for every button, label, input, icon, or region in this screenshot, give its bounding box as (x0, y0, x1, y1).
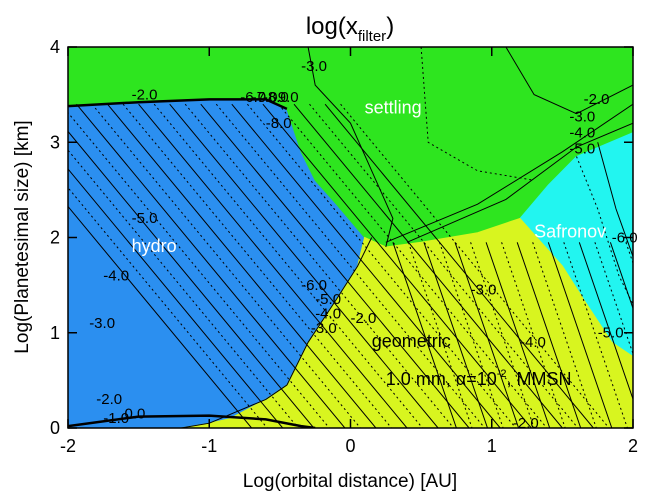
x-axis-title: Log(orbital distance) [AU] (243, 471, 457, 492)
contour-label: -6.0 (301, 277, 327, 294)
contour-label: -8.0 (266, 115, 292, 132)
contour-line (324, 103, 594, 428)
region-label-hydro: hydro (132, 236, 177, 256)
contour-label: -3.0 (301, 58, 327, 75)
contour-label: -5.0 (315, 291, 341, 308)
x-tick-label: -1 (201, 436, 217, 456)
contour-line (76, 103, 346, 428)
annotation-alpha: α=10 (456, 369, 497, 389)
contour-label: -2.0 (132, 86, 158, 103)
contour-line (406, 122, 633, 243)
annotation-exponent: -2 (497, 368, 507, 380)
contour-line (516, 242, 582, 428)
contour-line (505, 47, 633, 115)
contour-label: 0.0 (125, 406, 146, 423)
chart-title: log(xfilter) (306, 13, 394, 45)
contour-label: -2.0 (513, 415, 539, 432)
contour-label: -2.0 (351, 310, 377, 327)
x-tick-label: 0 (345, 436, 355, 456)
y-axis-title: Log(Planetesimal size) [km] (12, 120, 33, 353)
contour-lines (68, 47, 633, 428)
contour-line (485, 242, 551, 428)
contour-line-dotted (420, 47, 535, 181)
contour-line-dotted (576, 156, 633, 305)
contour-label: -3.0 (89, 315, 115, 332)
contour-label: -2.0 (96, 391, 122, 408)
contour-label: -7.0 (252, 89, 278, 106)
contour-line (138, 103, 408, 428)
contour-line-dotted (309, 103, 579, 428)
contour-line-dotted (68, 149, 299, 428)
contour-label: -5.0 (132, 210, 158, 227)
boundary-line (68, 414, 316, 428)
y-tick-label: 3 (50, 132, 60, 152)
contour-line (68, 168, 284, 428)
contour-line (454, 242, 520, 428)
contour-line-dotted (340, 103, 610, 428)
contour-line (107, 103, 377, 428)
y-tick-label: 0 (50, 418, 60, 438)
axes: -2 -1 0 1 2 0 1 2 3 4 (50, 37, 638, 456)
contour-line (286, 237, 373, 386)
region-labels: hydro settling Safronov geometric (132, 98, 607, 351)
contour-label: -4.0 (103, 267, 129, 284)
contour-line (68, 130, 315, 428)
contour-line-dotted (68, 186, 268, 428)
contour-line-dotted (122, 103, 392, 428)
contour-line (200, 103, 470, 428)
y-tick-label: 4 (50, 37, 60, 57)
annotation-prefix: 1.0 mm, (386, 369, 456, 389)
contour-line (180, 384, 288, 428)
chart-title-close: ) (386, 13, 394, 40)
contour-line (609, 242, 633, 310)
contour-label: -4.0 (315, 306, 341, 323)
x-tick-label: -2 (60, 436, 76, 456)
contour-line-dotted (278, 103, 548, 428)
contour-line (423, 242, 488, 428)
contour-label: -8.0 (263, 89, 289, 106)
contour-label: -1.0 (103, 410, 129, 427)
region-label-safronov: Safronov (534, 222, 606, 242)
chart-title-subscript: filter (358, 28, 386, 45)
contour-line (385, 103, 633, 243)
contour-line (547, 242, 613, 428)
x-tick-label: 1 (487, 436, 497, 456)
contour-label: -3.0 (569, 108, 595, 125)
contour-line (262, 103, 532, 428)
contour-line-dotted (153, 103, 423, 428)
contour-line (597, 142, 633, 257)
annotation-text: 1.0 mm, α=10-2, MMSN (386, 368, 572, 389)
contour-label: -3.0 (471, 282, 497, 299)
boundary-line (68, 98, 288, 111)
contour-line (307, 47, 394, 248)
contour-line-dotted (68, 111, 330, 428)
contour-label: -4.0 (569, 125, 595, 142)
contour-line-dotted (247, 103, 517, 428)
contour-line (392, 242, 457, 428)
contour-label: -6.0 (240, 89, 266, 106)
contour-line (293, 103, 563, 428)
contour-label: -5.0 (598, 325, 624, 342)
y-tick-label: 2 (50, 228, 60, 248)
contour-label: -4.0 (520, 334, 546, 351)
contour-label: -9.0 (273, 89, 299, 106)
contour-line-dotted (91, 103, 361, 428)
contour-label: -2.0 (584, 91, 610, 108)
region-label-geometric: geometric (372, 331, 451, 351)
y-tick-label: 1 (50, 323, 60, 343)
contour-line (68, 205, 252, 428)
contour-line-dotted (215, 103, 486, 428)
contour-line-dotted (184, 103, 454, 428)
contour-label: -5.0 (569, 141, 595, 158)
contour-line (231, 103, 501, 428)
region-label-settling: settling (365, 98, 422, 118)
region-fills (68, 47, 633, 428)
contour-line (169, 103, 439, 428)
annotation-suffix: , MMSN (507, 369, 572, 389)
x-tick-label: 2 (628, 436, 638, 456)
contour-label: -3.0 (311, 320, 337, 337)
chart-title-main: log(x (306, 13, 358, 40)
